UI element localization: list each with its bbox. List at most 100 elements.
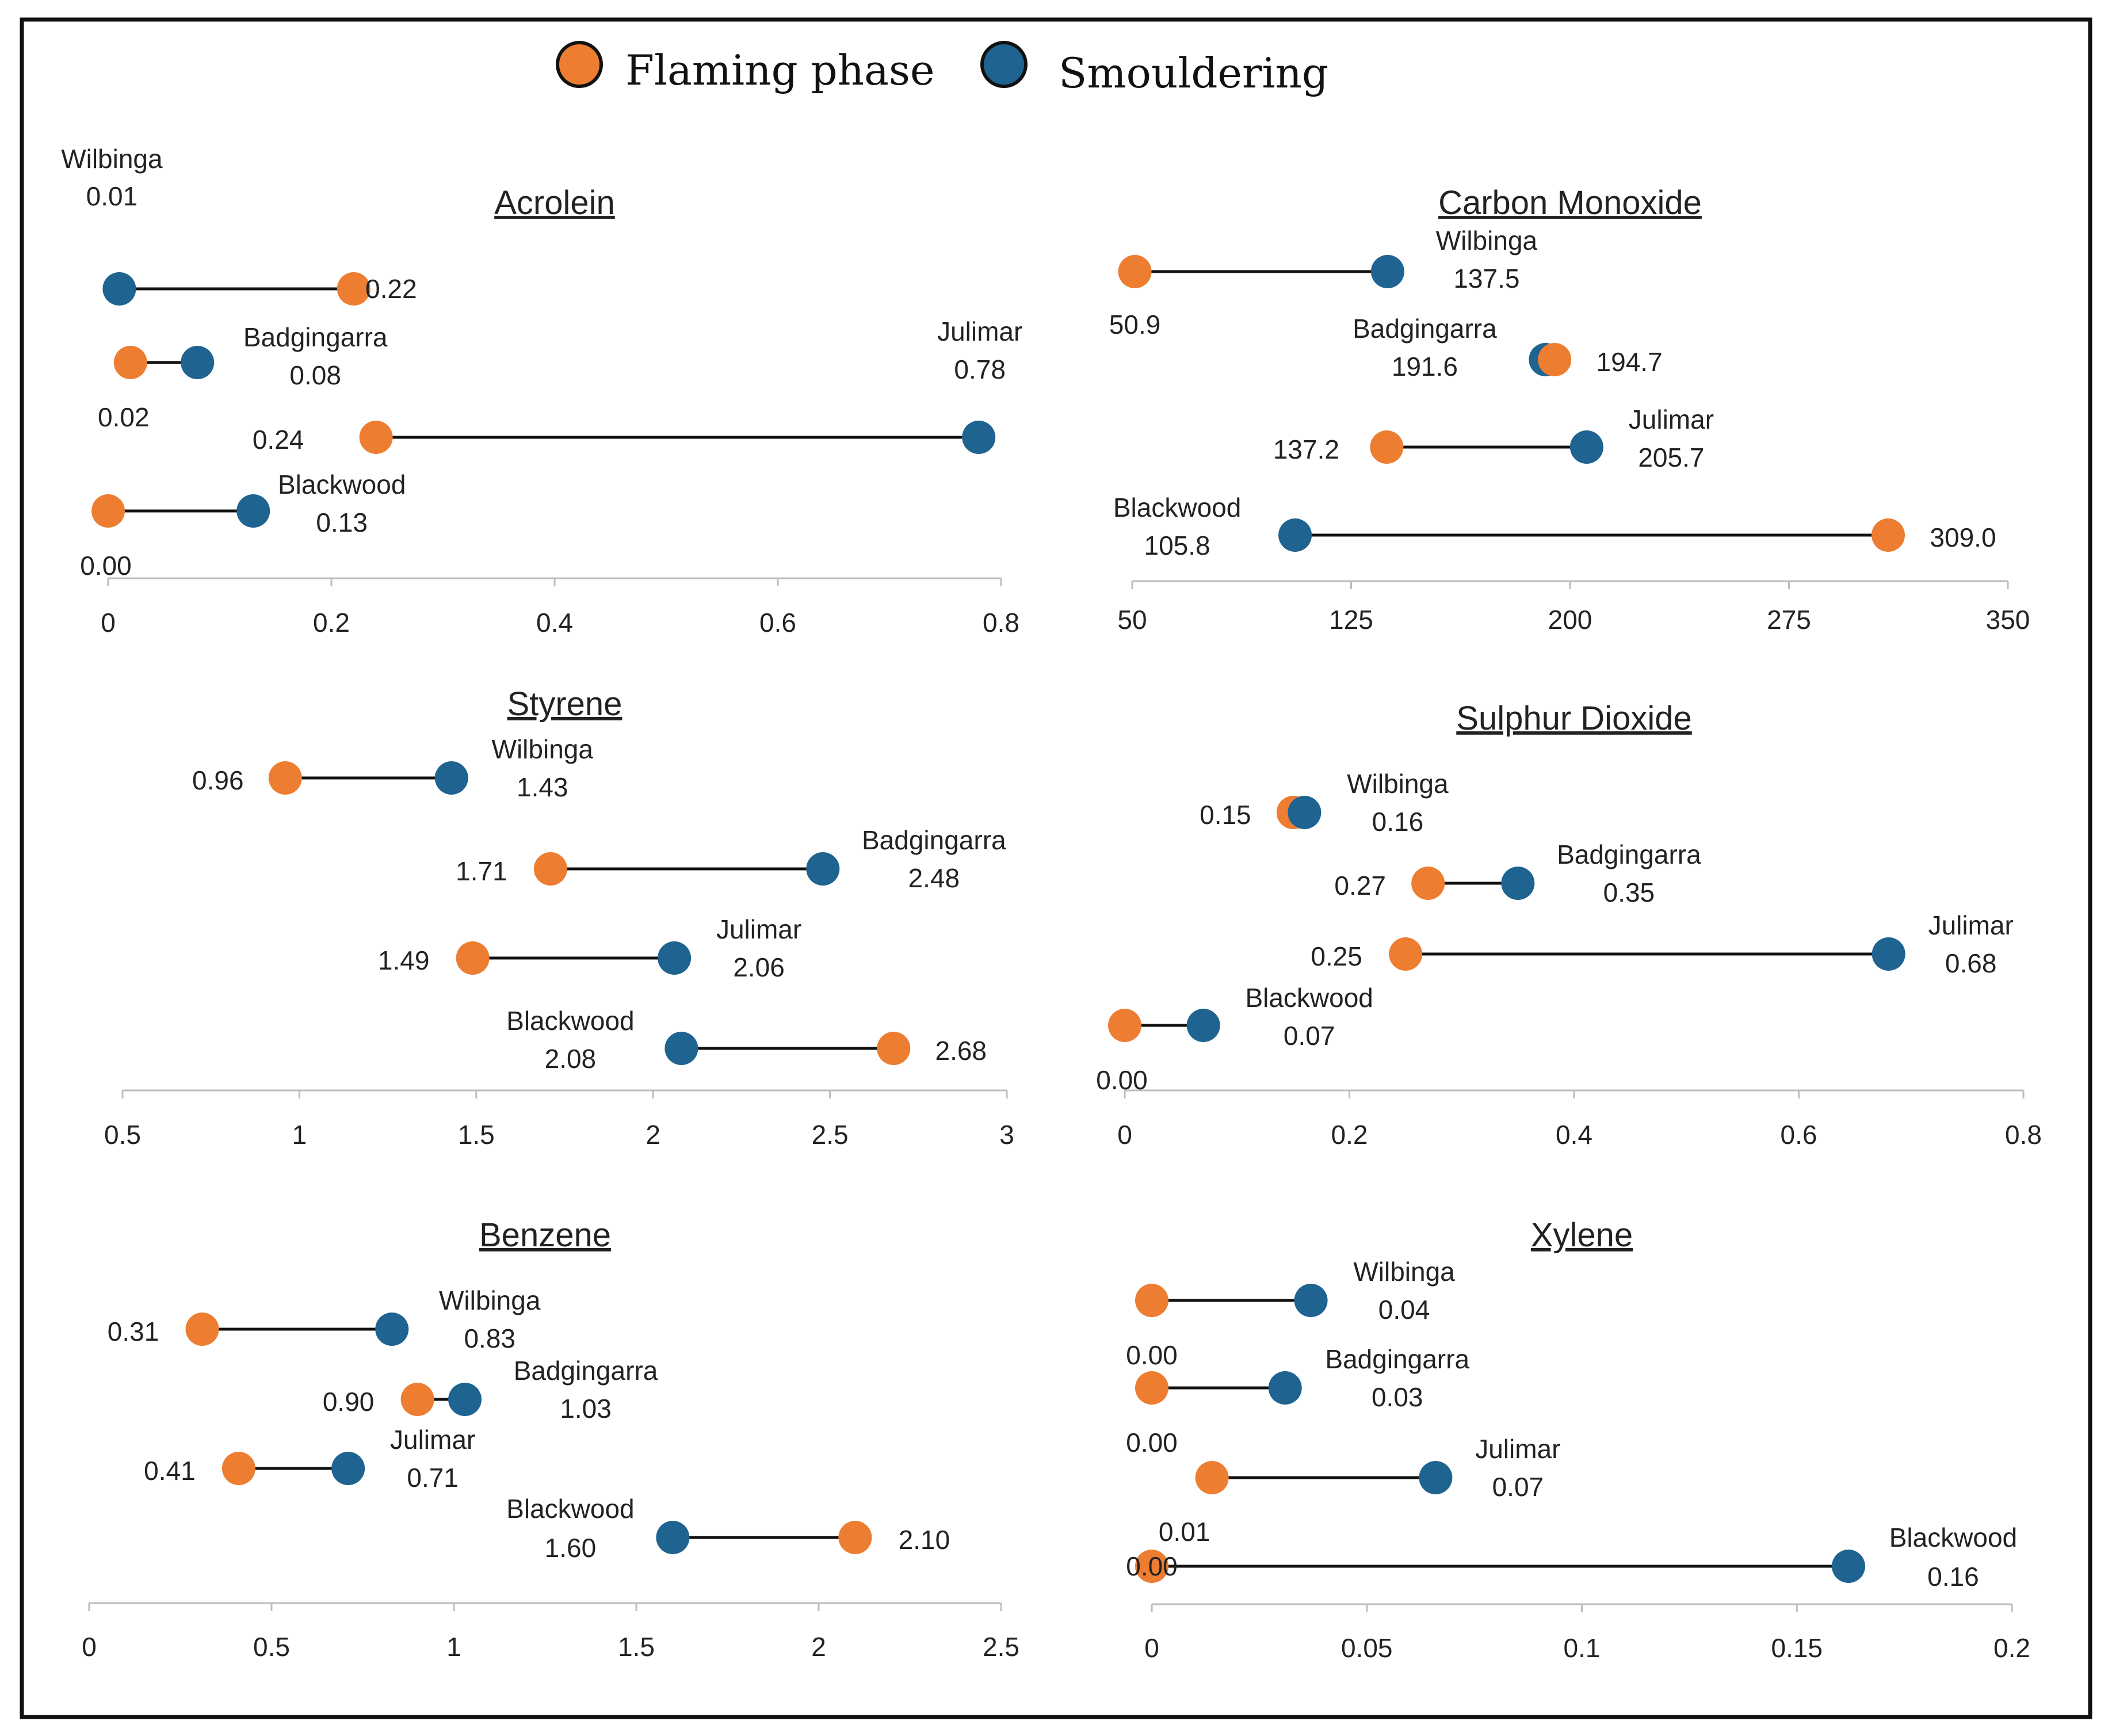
site-label: Julimar (390, 1425, 475, 1455)
x-tick-label: 2 (811, 1632, 826, 1662)
point-flaming-blackwood (1871, 518, 1905, 552)
x-tick-label: 1 (446, 1632, 461, 1662)
value-label-flaming: 0.41 (144, 1456, 196, 1486)
x-tick-label: 0.6 (759, 608, 796, 638)
point-smouldering-wilbinga (1294, 1284, 1328, 1317)
point-smouldering-wilbinga (1288, 796, 1322, 829)
value-label-smouldering: 1.60 (545, 1533, 597, 1563)
point-smouldering-blackwood (1831, 1550, 1865, 1583)
chart-benzene: Benzene 0 0.5 1 1.5 2 2.5 Wilbinga 0.83 0.31 Badgi… (82, 1216, 1019, 1662)
value-label-smouldering: 0.13 (316, 508, 368, 537)
x-tick-label: 0.2 (1331, 1120, 1368, 1150)
point-smouldering-julimar (1419, 1461, 1453, 1494)
chart-title: Xylene (1531, 1216, 1633, 1254)
point-smouldering-julimar (1872, 937, 1905, 971)
point-flaming-wilbinga (1135, 1284, 1168, 1317)
value-label-smouldering: 0.16 (1927, 1562, 1979, 1592)
point-flaming-julimar (1389, 937, 1423, 971)
point-flaming-wilbinga (185, 1313, 219, 1346)
x-tick-label: 0.4 (536, 608, 573, 638)
value-label-flaming: 0.90 (323, 1387, 375, 1417)
x-tick-label: 0 (1117, 1120, 1132, 1150)
value-label-flaming: 0.22 (365, 274, 417, 304)
value-label-flaming: 0.96 (192, 765, 244, 795)
point-flaming-julimar (359, 421, 393, 454)
site-label: Wilbinga (61, 144, 163, 174)
value-label-flaming: 0.15 (1200, 800, 1251, 830)
point-smouldering-badgingarra (448, 1383, 482, 1416)
point-flaming-julimar (1370, 430, 1404, 464)
value-label-flaming: 0.00 (1126, 1340, 1178, 1370)
point-smouldering-blackwood (656, 1521, 690, 1554)
x-tick-label: 0.5 (104, 1120, 141, 1150)
site-label: Julimar (937, 316, 1022, 346)
value-label-smouldering: 0.04 (1378, 1295, 1430, 1325)
value-label-flaming: 50.9 (1109, 310, 1161, 339)
site-label: Blackwood (506, 1494, 634, 1524)
point-flaming-badgingarra (1538, 343, 1572, 376)
chart-acrolein: Acrolein 0 0.2 0.4 0.6 0.8 Wilbinga 0.01 0.22 Bad… (61, 144, 1022, 638)
point-flaming-blackwood (838, 1521, 872, 1554)
value-label-smouldering: 0.35 (1603, 877, 1655, 907)
value-label-smouldering: 0.16 (1372, 807, 1424, 837)
point-flaming-wilbinga (337, 272, 371, 306)
x-tick-label: 0.5 (253, 1632, 290, 1662)
value-label-flaming: 0.00 (1096, 1065, 1148, 1095)
value-label-smouldering: 2.08 (545, 1044, 597, 1074)
point-smouldering-julimar (331, 1452, 365, 1485)
site-label: Wilbinga (1347, 769, 1449, 799)
value-label-smouldering: 191.6 (1392, 352, 1458, 381)
value-label-flaming: 2.10 (899, 1525, 950, 1555)
value-label-smouldering: 2.48 (908, 863, 960, 893)
point-flaming-julimar (221, 1452, 255, 1485)
point-flaming-badgingarra (400, 1383, 434, 1416)
x-tick-label: 1.5 (458, 1120, 495, 1150)
x-tick-label: 2.5 (812, 1120, 849, 1150)
point-smouldering-julimar (962, 421, 996, 454)
value-label-flaming: 0.00 (1126, 1428, 1178, 1458)
x-tick-label: 0.15 (1771, 1633, 1823, 1663)
legend-smouldering-label: Smouldering (1059, 49, 1328, 97)
chart-title: Acrolein (494, 184, 615, 222)
x-tick-label: 0.1 (1564, 1633, 1601, 1663)
value-label-flaming: 1.71 (456, 856, 507, 886)
value-label-flaming: 0.27 (1334, 871, 1386, 901)
site-label: Blackwood (1245, 983, 1373, 1013)
value-label-flaming: 0.00 (1126, 1551, 1178, 1581)
point-flaming-blackwood (877, 1032, 911, 1065)
point-flaming-badgingarra (1411, 867, 1445, 900)
point-smouldering-wilbinga (434, 761, 468, 795)
point-flaming-blackwood (1135, 1550, 1168, 1583)
value-label-flaming: 0.25 (1311, 941, 1362, 971)
site-label: Badgingarra (862, 825, 1006, 855)
x-tick-label: 0.8 (983, 608, 1019, 638)
point-smouldering-badgingarra (1501, 867, 1535, 900)
value-label-smouldering: 0.03 (1372, 1382, 1423, 1412)
value-label-smouldering: 137.5 (1453, 264, 1519, 293)
value-label-smouldering: 0.01 (86, 181, 138, 211)
point-smouldering-badgingarra (806, 852, 840, 886)
point-flaming-badgingarra (1135, 1371, 1168, 1405)
point-flaming-wilbinga (1118, 255, 1152, 288)
point-smouldering-wilbinga (102, 272, 136, 306)
x-tick-label: 50 (1117, 605, 1147, 635)
site-label: Blackwood (1889, 1523, 2017, 1552)
x-tick-label: 0 (1144, 1633, 1159, 1663)
x-tick-label: 125 (1329, 605, 1373, 635)
x-tick-label: 1 (292, 1120, 307, 1150)
point-smouldering-julimar (1569, 430, 1603, 464)
x-tick-label: 0.05 (1341, 1633, 1393, 1663)
point-smouldering-wilbinga (375, 1313, 409, 1346)
value-label-smouldering: 0.07 (1284, 1021, 1335, 1051)
site-label: Julimar (1629, 405, 1714, 434)
point-flaming-badgingarra (113, 346, 147, 379)
legend: Flaming phase Smouldering (556, 41, 1328, 97)
value-label-smouldering: 205.7 (1638, 442, 1704, 472)
x-tick-label: 0.6 (1781, 1120, 1817, 1150)
point-smouldering-badgingarra (1268, 1371, 1302, 1405)
value-label-flaming: 0.02 (98, 402, 150, 432)
point-flaming-blackwood (91, 494, 125, 528)
site-label: Blackwood (278, 470, 406, 499)
point-smouldering-wilbinga (1370, 255, 1404, 288)
